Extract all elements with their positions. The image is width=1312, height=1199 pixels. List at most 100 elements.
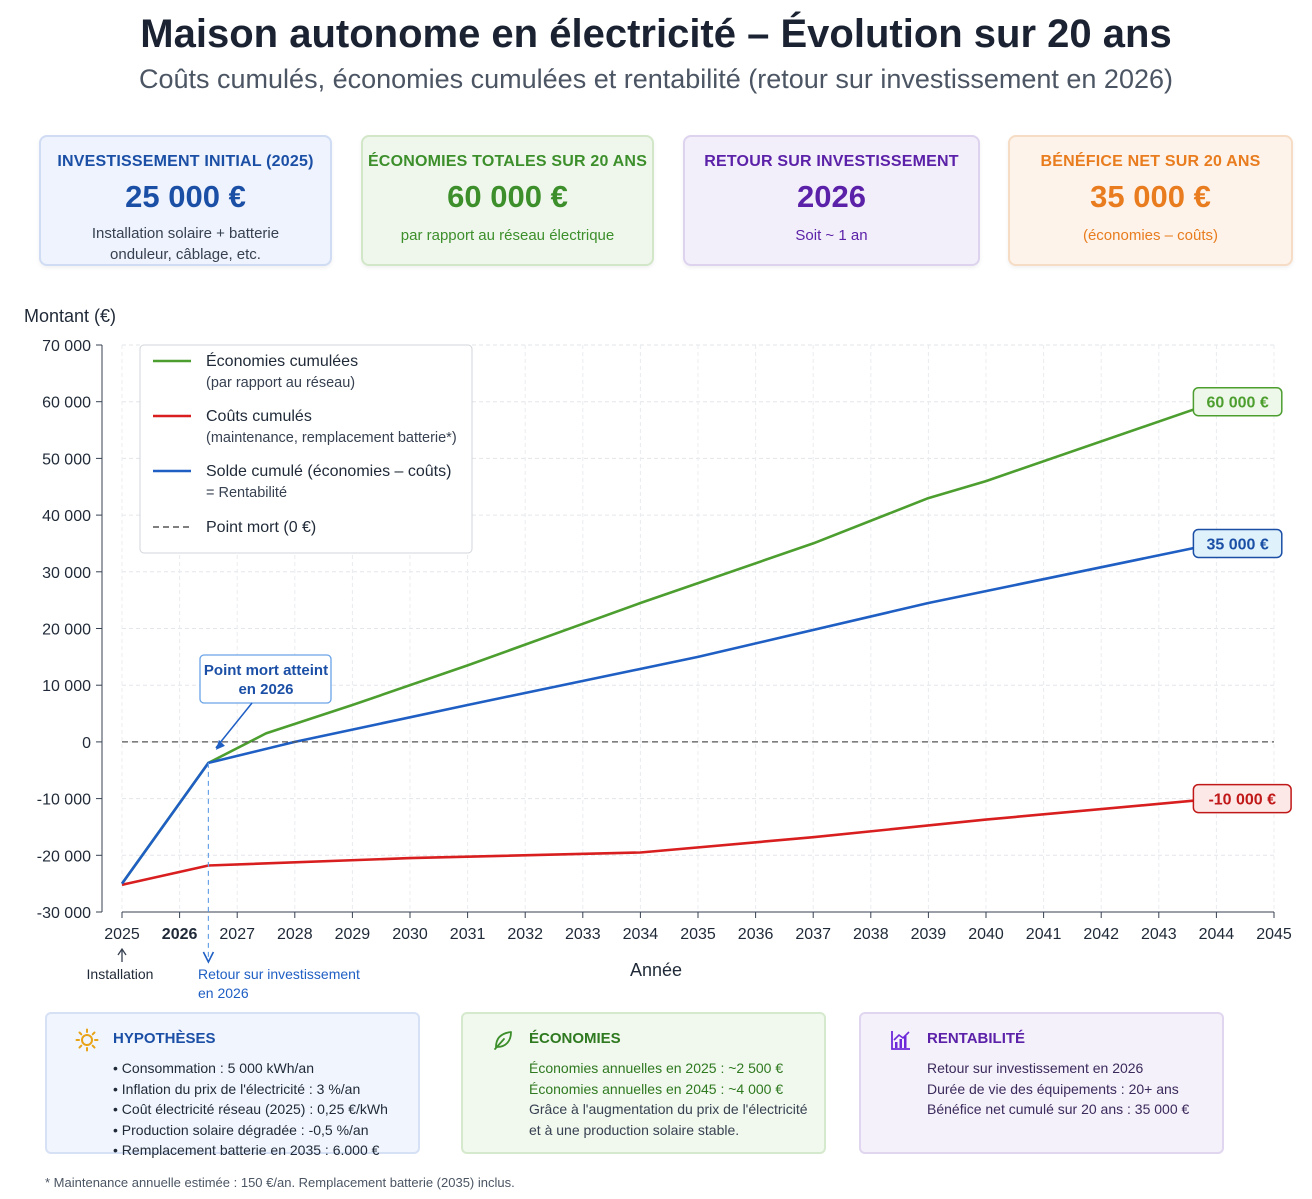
roi-label: en 2026 (198, 985, 249, 1001)
info-box-hypotheses: HYPOTHÈSES • Consommation : 5 000 kWh/an… (45, 1012, 420, 1158)
card-subtext-line: onduleur, câblage, etc. (110, 246, 261, 263)
leaf-icon (494, 1031, 512, 1050)
x-tick-label: 2037 (795, 926, 831, 943)
info-item: Durée de vie des équipements : 20+ ans (927, 1080, 1179, 1097)
y-tick-label: -20 000 (37, 848, 91, 865)
y-tick-label: 60 000 (42, 395, 91, 412)
info-item: et à une production solaire stable. (529, 1121, 740, 1138)
y-tick-label: 10 000 (42, 678, 91, 695)
y-tick-label: -10 000 (37, 792, 91, 809)
x-tick-label: 2026 (162, 926, 198, 943)
info-box-title: ÉCONOMIES (529, 1030, 621, 1047)
x-tick-label: 2036 (738, 926, 774, 943)
card-subtext: (économies – coûts) (1082, 227, 1219, 244)
card-value: 2026 (797, 179, 866, 214)
card-initial-investment: INVESTISSEMENT INITIAL (2025) 25 000 € I… (39, 135, 332, 266)
card-title: BÉNÉFICE NET SUR 20 ANS (1040, 153, 1261, 170)
end-label: 60 000 € (1206, 395, 1268, 412)
x-tick-label: 2043 (1141, 926, 1177, 943)
end-label-box (1192, 386, 1283, 417)
card-subtext: Installation solaire + batterie onduleur… (41, 223, 330, 265)
x-tick-label: 2034 (623, 926, 659, 943)
info-list: Retour sur investissement en 2026 Durée d… (927, 1058, 1189, 1120)
series-line-1 (121, 797, 1217, 887)
info-item: • Coût électricité réseau (2025) : 0,25 … (113, 1101, 388, 1117)
card-title: RETOUR SUR INVESTISSEMENT (704, 153, 959, 170)
breakeven-callout-box (199, 654, 332, 704)
roi-arrow-icon (202, 951, 215, 964)
info-list: Économies annuelles en 2025 : ~2 500 € Éc… (529, 1058, 808, 1140)
breakeven-callout-line: en 2026 (238, 681, 293, 698)
series-line-0 (120, 400, 1217, 885)
x-axis-label: Année (630, 960, 682, 980)
card-subtext-line: Installation solaire + batterie (91, 225, 280, 242)
x-tick-label: 2029 (335, 926, 371, 943)
card-subtext: par rapport au réseau électrique (400, 227, 615, 244)
page-subtitle: Coûts cumulés, économies cumulées et ren… (139, 64, 1173, 94)
card-net-benefit: BÉNÉFICE NET SUR 20 ANS 35 000 € (économ… (1008, 135, 1293, 266)
info-item: Retour sur investissement en 2026 (927, 1060, 1144, 1076)
x-tick-label: 2030 (392, 926, 428, 943)
x-tick-label: 2033 (565, 926, 601, 943)
y-tick-label: 30 000 (42, 565, 91, 582)
info-box-title: HYPOTHÈSES (113, 1030, 216, 1047)
legend-entry: Économies cumulées (206, 351, 358, 370)
card-value: 25 000 € (125, 179, 246, 214)
info-box-savings: ÉCONOMIES Économies annuelles en 2025 : … (461, 1012, 826, 1154)
end-label: 35 000 € (1206, 536, 1268, 553)
roi-label: Retour sur investissement (198, 966, 360, 982)
info-item: • Production solaire dégradée : -0,5 %/a… (113, 1121, 369, 1138)
x-tick-label: 2027 (219, 926, 255, 943)
info-box-title: RENTABILITÉ (927, 1030, 1026, 1047)
card-title: ÉCONOMIES TOTALES SUR 20 ANS (367, 153, 648, 170)
legend-entry-sub: = Rentabilité (206, 485, 287, 501)
legend-box (139, 344, 473, 554)
arrow-head-icon (215, 739, 225, 750)
info-item: Économies annuelles en 2045 : ~4 000 € (529, 1080, 784, 1097)
legend-entry: Solde cumulé (économies – coûts) (206, 463, 451, 480)
x-tick-label: 2044 (1199, 926, 1235, 943)
x-tick-label: 2028 (277, 926, 313, 943)
x-tick-label: 2041 (1026, 926, 1062, 943)
y-axis-label: Montant (€) (24, 306, 116, 326)
y-tick-label: 40 000 (42, 508, 91, 525)
chart-growth-icon (891, 1031, 910, 1050)
y-tick-label: -30 000 (37, 905, 91, 922)
info-item: Économies annuelles en 2025 : ~2 500 € (529, 1060, 784, 1076)
y-tick-label: 50 000 (42, 451, 91, 468)
x-tick-label: 2031 (450, 926, 486, 943)
x-tick-label: 2025 (104, 926, 140, 943)
x-tick-label: 2032 (507, 926, 543, 943)
sun-icon (75, 1028, 99, 1052)
info-item: • Remplacement batterie en 2035 : 6.000 … (113, 1142, 380, 1158)
legend-entry-sub: (par rapport au réseau) (206, 375, 355, 391)
card-value: 35 000 € (1090, 179, 1211, 214)
y-tick-label: 0 (82, 735, 91, 752)
legend-entry-sub: (maintenance, remplacement batterie*) (206, 430, 457, 446)
x-tick-label: 2045 (1256, 926, 1292, 943)
info-list: • Consommation : 5 000 kWh/an • Inflation… (113, 1058, 388, 1161)
info-item: Grâce à l'augmentation du prix de l'élec… (529, 1101, 808, 1117)
legend-entry: Coûts cumulés (206, 408, 312, 425)
info-item: • Inflation du prix de l'électricité : 3… (113, 1080, 361, 1097)
card-value: 60 000 € (447, 179, 568, 214)
info-item: Bénéfice net cumulé sur 20 ans : 35 000 … (927, 1101, 1190, 1117)
y-tick-label: 70 000 (42, 338, 91, 355)
footnote: * Maintenance annuelle estimée : 150 €/a… (45, 1175, 515, 1190)
cumulative-chart: Montant (€) Année 70 000 60 000 50 000 40 0… (24, 306, 1292, 1001)
x-tick-label: 2040 (968, 926, 1004, 943)
breakeven-callout-line: Point mort atteint (204, 662, 328, 679)
end-label: -10 000 € (1208, 792, 1276, 809)
breakeven-pointer (215, 702, 253, 749)
info-item: • Consommation : 5 000 kWh/an (113, 1060, 314, 1076)
card-total-savings: ÉCONOMIES TOTALES SUR 20 ANS 60 000 € pa… (361, 135, 654, 266)
x-tick-label: 2039 (911, 926, 947, 943)
info-box-profitability: RENTABILITÉ Retour sur investissement en… (859, 1012, 1224, 1154)
y-tick-label: 20 000 (42, 622, 91, 639)
end-label-box (1192, 783, 1292, 814)
installation-arrow-icon (117, 947, 127, 962)
card-subtext: Soit ~ 1 an (795, 227, 868, 244)
card-roi: RETOUR SUR INVESTISSEMENT 2026 Soit ~ 1 … (683, 135, 980, 266)
end-label-box (1192, 528, 1283, 559)
card-title: INVESTISSEMENT INITIAL (2025) (57, 153, 314, 170)
